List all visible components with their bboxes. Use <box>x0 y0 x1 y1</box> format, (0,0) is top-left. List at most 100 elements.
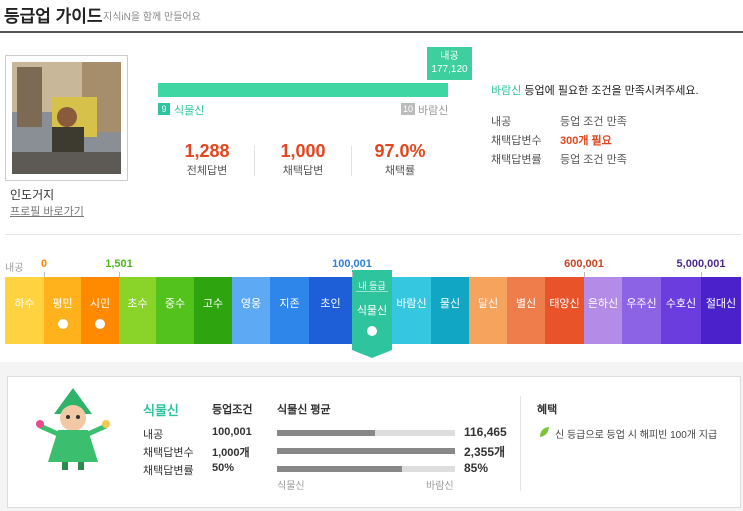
grade-segment: 태양신 <box>545 277 584 344</box>
scale-value: 600,001 <box>564 258 604 270</box>
profile-photo <box>12 62 121 174</box>
my-grade-pointer <box>352 350 392 358</box>
scale-tick <box>119 272 120 277</box>
average-track <box>277 466 455 472</box>
range-from: 식물신 <box>277 481 305 492</box>
scale-tick <box>701 272 702 277</box>
next-level: 10 <box>401 103 415 115</box>
divider <box>520 396 521 491</box>
benefit-text: 신 등급으로 등업 시 해피빈 100개 지급 <box>555 430 718 441</box>
profile-photo-frame <box>5 55 128 181</box>
grade-segment: 물신 <box>431 277 469 344</box>
tooltip-label: 내공 <box>440 51 459 62</box>
grade-segment: 절대신 <box>701 277 741 344</box>
grade-icon <box>95 319 105 329</box>
average-fill <box>277 430 375 436</box>
stat-label: 전체답변 <box>186 165 228 177</box>
grade-segment: 하수 <box>5 277 44 344</box>
grade-segment: 중수 <box>156 277 194 344</box>
progress-bar <box>158 83 448 97</box>
stat-value: 1,288 <box>184 141 230 161</box>
grade-segment: 평민 <box>44 277 81 344</box>
detail-average: 85% <box>464 461 489 475</box>
requirement-value: 등업 조건 만족 <box>560 154 627 166</box>
requirement-value: 300개 필요 <box>560 135 612 147</box>
tooltip-value: 177,120 <box>431 64 468 75</box>
detail-label: 채택답변률 <box>143 465 194 477</box>
grade-segment: 수호신 <box>661 277 701 344</box>
grade-segment: 영웅 <box>232 277 270 344</box>
average-track <box>277 430 455 436</box>
scale-tick <box>584 272 585 277</box>
detail-label: 내공 <box>143 429 164 441</box>
grade-icon <box>57 319 68 329</box>
range-to: 바람신 <box>426 481 454 492</box>
grade-segment: 우주신 <box>622 277 661 344</box>
grade-character <box>36 388 110 470</box>
requirement-label: 내공 <box>491 116 512 128</box>
detail-label: 채택답변수 <box>143 447 194 459</box>
grade-segment: 지존 <box>270 277 309 344</box>
requirement-text: 등업에 필요한 조건을 만족시켜주세요. <box>521 85 699 97</box>
grade-segment: 초인 <box>309 277 352 344</box>
score-tooltip: 내공 177,120 <box>427 47 472 80</box>
grade-name: 식물신 <box>356 305 388 317</box>
header-rule <box>0 31 743 33</box>
stat-value: 97.0% <box>374 141 426 161</box>
requirement-value: 등업 조건 만족 <box>560 116 627 128</box>
scale-label: 내공 <box>5 263 24 274</box>
my-grade-label: 내 등급 <box>356 270 388 292</box>
average-track <box>277 448 455 454</box>
grade-segment: 달신 <box>469 277 507 344</box>
grade-segment: 초수 <box>119 277 156 344</box>
section-rule <box>5 234 741 235</box>
stat: 1,000 채택답변 <box>258 141 348 178</box>
stat: 97.0% 채택률 <box>355 141 445 178</box>
divider <box>351 146 352 176</box>
detail-requirement: 1,000개 <box>212 447 250 459</box>
condition-title: 등업조건 <box>212 404 253 416</box>
stat: 1,288 전체답변 <box>162 141 252 178</box>
profile-name: 인도거지 <box>10 188 55 202</box>
leaf-icon <box>540 427 549 437</box>
grade-segment: 고수 <box>194 277 232 344</box>
requirement-title: 바람신 등업에 필요한 조건을 만족시켜주세요. <box>491 82 699 98</box>
benefit-title: 혜택 <box>537 404 558 416</box>
stat-label: 채택률 <box>384 165 416 177</box>
average-title: 식물신 평균 <box>277 404 331 416</box>
scale-tick <box>352 272 353 277</box>
scale-tick <box>44 272 45 277</box>
grade-segment: 별신 <box>507 277 545 344</box>
grade-segment: 은하신 <box>584 277 622 344</box>
page-subtitle: 지식iN을 함께 만들어요 <box>103 12 201 23</box>
current-grade: 식물신 <box>174 105 205 117</box>
scale-value: 100,001 <box>332 258 372 270</box>
stat-value: 1,000 <box>280 141 326 161</box>
detail-card <box>7 376 741 508</box>
page-title: 등급업 가이드 <box>4 7 103 26</box>
requirement-grade: 바람신 <box>491 85 522 97</box>
detail-requirement: 100,001 <box>212 426 252 438</box>
grade-icon <box>367 326 377 336</box>
stat-label: 채택답변 <box>282 165 324 177</box>
grade-segment: 바람신 <box>392 277 431 344</box>
current-level: 9 <box>158 103 170 115</box>
next-grade: 바람신 <box>418 105 449 117</box>
average-fill <box>277 448 455 454</box>
requirement-label: 채택답변수 <box>491 135 542 147</box>
requirement-label: 채택답변률 <box>491 154 542 166</box>
scale-value: 5,000,001 <box>676 258 726 270</box>
scale-value: 1,501 <box>105 258 133 270</box>
profile-link[interactable]: 프로필 바로가기 <box>10 206 84 218</box>
average-fill <box>277 466 402 472</box>
scale-value: 0 <box>40 258 48 270</box>
detail-average: 2,355개 <box>464 445 506 459</box>
detail-requirement: 50% <box>212 462 235 474</box>
divider <box>254 146 255 176</box>
detail-average: 116,465 <box>464 425 507 439</box>
grade-segment: 시민 <box>81 277 119 344</box>
detail-grade: 식물신 <box>143 403 179 418</box>
